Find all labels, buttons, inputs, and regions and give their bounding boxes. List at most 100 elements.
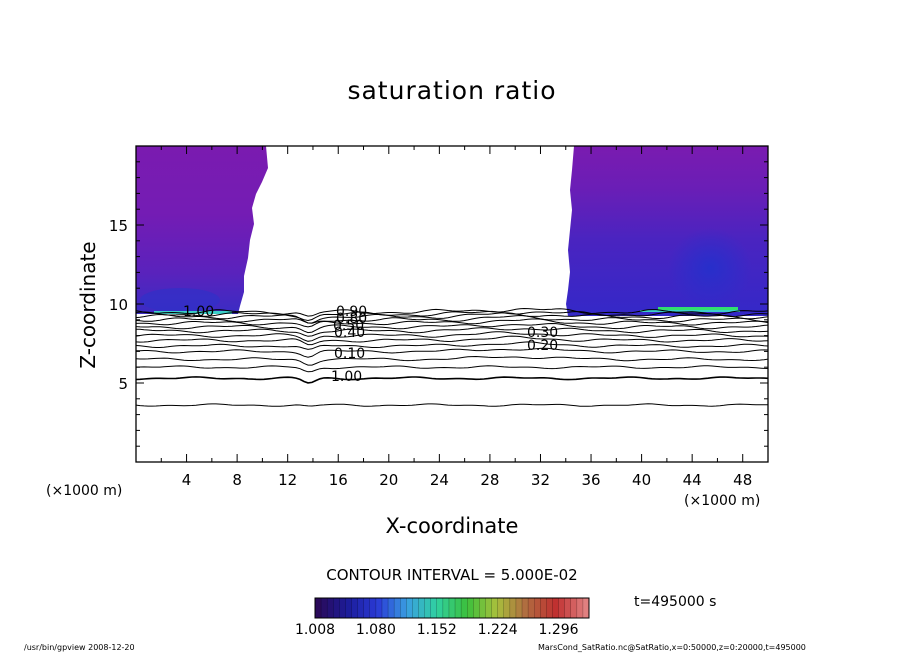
colorbar-cell — [406, 598, 413, 618]
colorbar-frame — [314, 597, 590, 619]
colorbar-cell — [339, 598, 346, 618]
contour-line — [135, 347, 769, 358]
contour-label: 0.20 — [527, 338, 558, 354]
contour-label: 0.40 — [334, 325, 365, 341]
y-axis-label: Z-coordinate — [76, 241, 100, 369]
colorbar-tick-label: 1.296 — [538, 622, 579, 638]
shaded-blob-left — [140, 288, 220, 312]
colorbar-cell — [564, 598, 572, 618]
colorbar-cell — [491, 598, 499, 618]
contour-line — [135, 331, 769, 342]
x-tick-label: 28 — [480, 471, 499, 489]
y-tick-label: 5 — [118, 375, 128, 393]
colorbar-cell — [321, 598, 328, 618]
colorbar-cell — [461, 598, 468, 618]
colorbar-cell — [345, 598, 353, 618]
shaded-blob-right — [668, 228, 752, 308]
colorbar-cell — [424, 598, 432, 618]
colorbar-cell — [436, 598, 444, 618]
x-unit-label-right: (×1000 m) — [684, 493, 761, 509]
x-tick-label: 16 — [329, 471, 348, 489]
x-tick-label: 24 — [430, 471, 449, 489]
x-tick-label: 8 — [232, 471, 242, 489]
contour-line — [135, 403, 769, 407]
colorbar-cell — [327, 598, 334, 618]
y-tick-label: 10 — [109, 296, 128, 314]
colorbar-cell — [333, 598, 340, 618]
colorbar-cell — [375, 598, 383, 618]
colorbar-cell — [467, 598, 474, 618]
contour-line — [135, 314, 768, 324]
contour-line — [135, 310, 769, 322]
x-tick-label: 36 — [581, 471, 600, 489]
colorbar-cell — [430, 598, 438, 618]
footer-source: MarsCond_SatRatio.nc@SatRatio,x=0:50000,… — [538, 643, 806, 652]
footer-command: /usr/bin/gpview 2008-12-20 — [24, 643, 135, 652]
x-tick-label: 44 — [683, 471, 702, 489]
contour-interval-label: CONTOUR INTERVAL = 5.000E-02 — [326, 566, 578, 584]
time-label: t=495000 s — [634, 594, 717, 610]
colorbar-cell — [357, 598, 365, 618]
colorbar-cell — [497, 598, 505, 618]
colorbar-cell — [570, 598, 578, 618]
x-tick-label: 4 — [182, 471, 192, 489]
x-tick-label: 48 — [733, 471, 752, 489]
colorbar-cell — [442, 598, 450, 618]
colorbar-cell — [503, 598, 511, 618]
colorbar-cell — [448, 598, 456, 618]
colorbar-cell — [546, 598, 553, 618]
contour-label: 0.10 — [334, 346, 365, 362]
x-unit-label-left: (×1000 m) — [46, 483, 123, 499]
colorbar-cell — [509, 598, 517, 618]
colorbar-cell — [522, 598, 529, 618]
colorbar-cell — [455, 598, 462, 618]
colorbar-tick-label: 1.224 — [477, 622, 518, 638]
x-axis-label: X-coordinate — [385, 514, 519, 538]
colorbar-cell — [351, 598, 359, 618]
contour-line — [135, 322, 769, 334]
colorbar-cell — [400, 598, 407, 618]
colorbar-cell — [369, 598, 377, 618]
contour-label: 0.80 — [336, 311, 367, 327]
colorbar-cell — [515, 598, 523, 618]
colorbar-cell — [473, 598, 480, 618]
colorbar-cell — [363, 598, 371, 618]
colorbar-cell — [412, 598, 420, 618]
contour-line — [135, 365, 769, 373]
high-value-strip-left — [154, 311, 232, 314]
contour-label: 0.30 — [527, 325, 558, 341]
chart-title: saturation ratio — [347, 76, 557, 105]
colorbar-cell — [528, 598, 535, 618]
contour-label: 0.50 — [333, 318, 364, 334]
colorbar-cell — [558, 598, 566, 618]
contour-line — [135, 341, 769, 350]
colorbar-cell — [485, 598, 493, 618]
contour-line — [135, 355, 769, 366]
contour-label: 0.90 — [336, 304, 367, 320]
y-tick-label: 15 — [109, 217, 128, 235]
contour-line — [135, 376, 769, 384]
x-tick-label: 32 — [531, 471, 550, 489]
contour-line — [135, 307, 769, 317]
contour-line — [135, 318, 769, 328]
colorbar-cell — [388, 598, 395, 618]
colorbar-cell — [576, 598, 584, 618]
colorbar-cell — [315, 598, 322, 618]
colorbar-cell — [479, 598, 486, 618]
contour-line — [135, 335, 769, 346]
contour-line — [135, 312, 769, 324]
x-tick-label: 40 — [632, 471, 651, 489]
colorbar-cell — [552, 598, 560, 618]
contour-label: 1.00 — [331, 369, 362, 385]
contour-line — [135, 327, 769, 337]
colorbar-tick-label: 1.080 — [355, 622, 396, 638]
colorbar-cell — [534, 598, 541, 618]
contour-label: 1.00 — [183, 304, 214, 320]
colorbar-tick-label: 1.152 — [416, 622, 457, 638]
x-tick-label: 20 — [379, 471, 398, 489]
colorbar-cell — [540, 598, 547, 618]
high-value-strip-right-edge — [640, 310, 740, 312]
colorbar-tick-label: 1.008 — [294, 622, 336, 638]
colorbar-cell — [418, 598, 426, 618]
